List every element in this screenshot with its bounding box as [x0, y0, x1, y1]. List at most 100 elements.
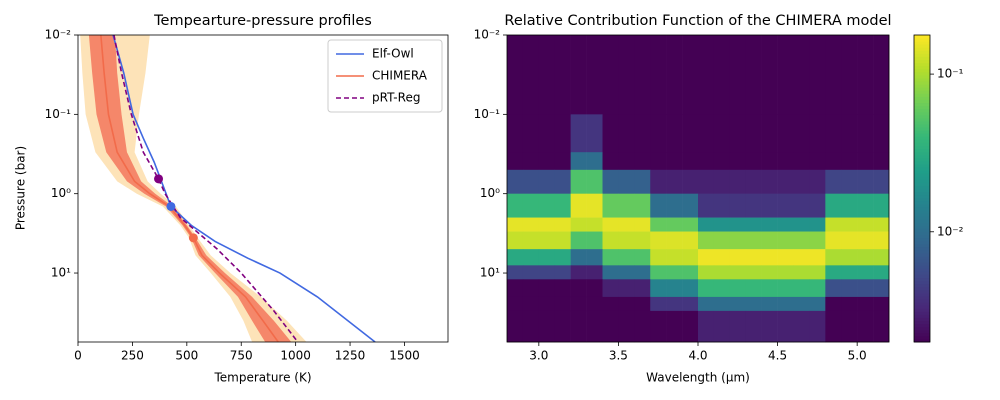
uncertainty-band — [80, 35, 307, 342]
colorbar-segment — [914, 246, 930, 251]
colorbar-segment — [914, 274, 930, 279]
heatmap-cell — [666, 114, 683, 153]
left-plot: 0 250 500 750 1000 1250 1500 10⁻² 10⁻¹ 10⁰ 10¹ Elf-… — [45, 28, 449, 363]
heatmap-cell — [729, 169, 747, 194]
colorbar-segment — [914, 228, 930, 232]
heatmap-cell — [682, 249, 699, 266]
colorbar-segment — [914, 167, 930, 171]
heatmap-cell — [713, 169, 731, 194]
heatmap-cell — [666, 249, 683, 266]
point-marker — [154, 174, 164, 184]
x-tick-label: 5.0 — [848, 349, 867, 363]
colorbar-segment — [914, 206, 930, 211]
y-tick-label: 10⁻¹ — [474, 107, 501, 121]
colorbar-segment — [914, 262, 930, 266]
heatmap-cell — [793, 193, 810, 218]
colorbar-segment — [914, 108, 930, 113]
heatmap-cell — [809, 279, 826, 298]
heatmap-cell — [554, 265, 571, 280]
colorbar-segment — [914, 99, 930, 104]
colorbar-segment — [914, 96, 930, 100]
heatmap-cell — [682, 310, 699, 343]
heatmap-cell — [761, 265, 778, 280]
profile-line — [100, 35, 279, 342]
heatmap-cell — [713, 279, 731, 298]
heatmap-cell — [777, 249, 794, 266]
heatmap-cell — [825, 193, 842, 218]
heatmap-cell — [745, 249, 762, 266]
heatmap-cell — [841, 265, 858, 280]
heatmap-cell — [650, 265, 667, 280]
colorbar-segment — [914, 268, 930, 272]
heatmap-cell — [650, 114, 667, 153]
heatmap-cell — [507, 279, 524, 298]
heatmap-cell — [841, 193, 858, 218]
heatmap-cell — [650, 279, 667, 298]
colorbar-segment — [914, 305, 930, 309]
y-tick-label: 10⁰ — [51, 186, 71, 200]
heatmap-cell — [713, 35, 731, 115]
heatmap-cell — [793, 217, 810, 232]
heatmap-cell — [809, 152, 826, 171]
heatmap-cell — [825, 114, 842, 153]
heatmap-cell — [602, 279, 619, 298]
colorbar-segment — [914, 81, 930, 85]
colorbar-segment — [914, 111, 930, 116]
colorbar-segment — [914, 329, 930, 334]
heatmap-cell — [554, 310, 571, 343]
heatmap-cell — [698, 279, 715, 298]
heatmap-cell — [777, 265, 794, 280]
heatmap-cell — [538, 249, 556, 266]
heatmap-cell — [761, 279, 778, 298]
x-tick-label: 750 — [230, 349, 253, 363]
colorbar-segment — [914, 292, 930, 297]
heatmap-cell — [857, 265, 874, 280]
heatmap-cell — [857, 169, 874, 194]
heatmap-cell — [650, 35, 667, 115]
colorbar-segment — [914, 151, 930, 156]
heatmap-cell — [809, 35, 826, 115]
heatmap-cell — [857, 310, 874, 343]
colorbar-segment — [914, 256, 930, 260]
heatmap-cell — [618, 265, 635, 280]
heatmap-cell — [538, 35, 556, 115]
heatmap-cell — [777, 169, 794, 194]
plot-area — [80, 35, 376, 342]
heatmap-cell — [729, 231, 747, 250]
heatmap-cell — [618, 296, 635, 312]
heatmap-cell — [586, 114, 603, 153]
heatmap-cell — [522, 265, 540, 280]
heatmap-cell — [809, 265, 826, 280]
profile-line — [112, 35, 376, 342]
heatmap-cell — [873, 231, 890, 250]
heatmap-cell — [761, 249, 778, 266]
heatmap-cell — [761, 231, 778, 250]
heatmap-cell — [586, 217, 603, 232]
colorbar-segment — [914, 93, 930, 97]
heatmap-cell — [554, 193, 571, 218]
x-tick-label: 4.5 — [768, 349, 787, 363]
profile-line — [113, 35, 299, 342]
heatmap-cell — [729, 35, 747, 115]
colorbar-segment — [914, 77, 930, 82]
x-axis-label: Temperature (K) — [213, 371, 311, 385]
heatmap-cell — [650, 152, 667, 171]
colorbar-tick-label: 10⁻¹ — [937, 67, 964, 81]
heatmap-cell — [761, 152, 778, 171]
heatmap-cell — [761, 193, 778, 218]
colorbar-segment — [914, 335, 930, 340]
heatmap-cell — [698, 193, 715, 218]
colorbar-segment — [914, 47, 930, 51]
heatmap-cell — [586, 193, 603, 218]
colorbar-segment — [914, 90, 930, 94]
heatmap-cell — [825, 279, 842, 298]
heatmap-cell — [602, 35, 619, 115]
heatmap-cell — [634, 249, 651, 266]
colorbar-segment — [914, 203, 930, 208]
heatmap-cell — [713, 310, 731, 343]
heatmap-cell — [634, 265, 651, 280]
heatmap-cell — [713, 265, 731, 280]
heatmap-cell — [682, 279, 699, 298]
colorbar-segment — [914, 188, 930, 193]
heatmap-cell — [713, 152, 731, 171]
